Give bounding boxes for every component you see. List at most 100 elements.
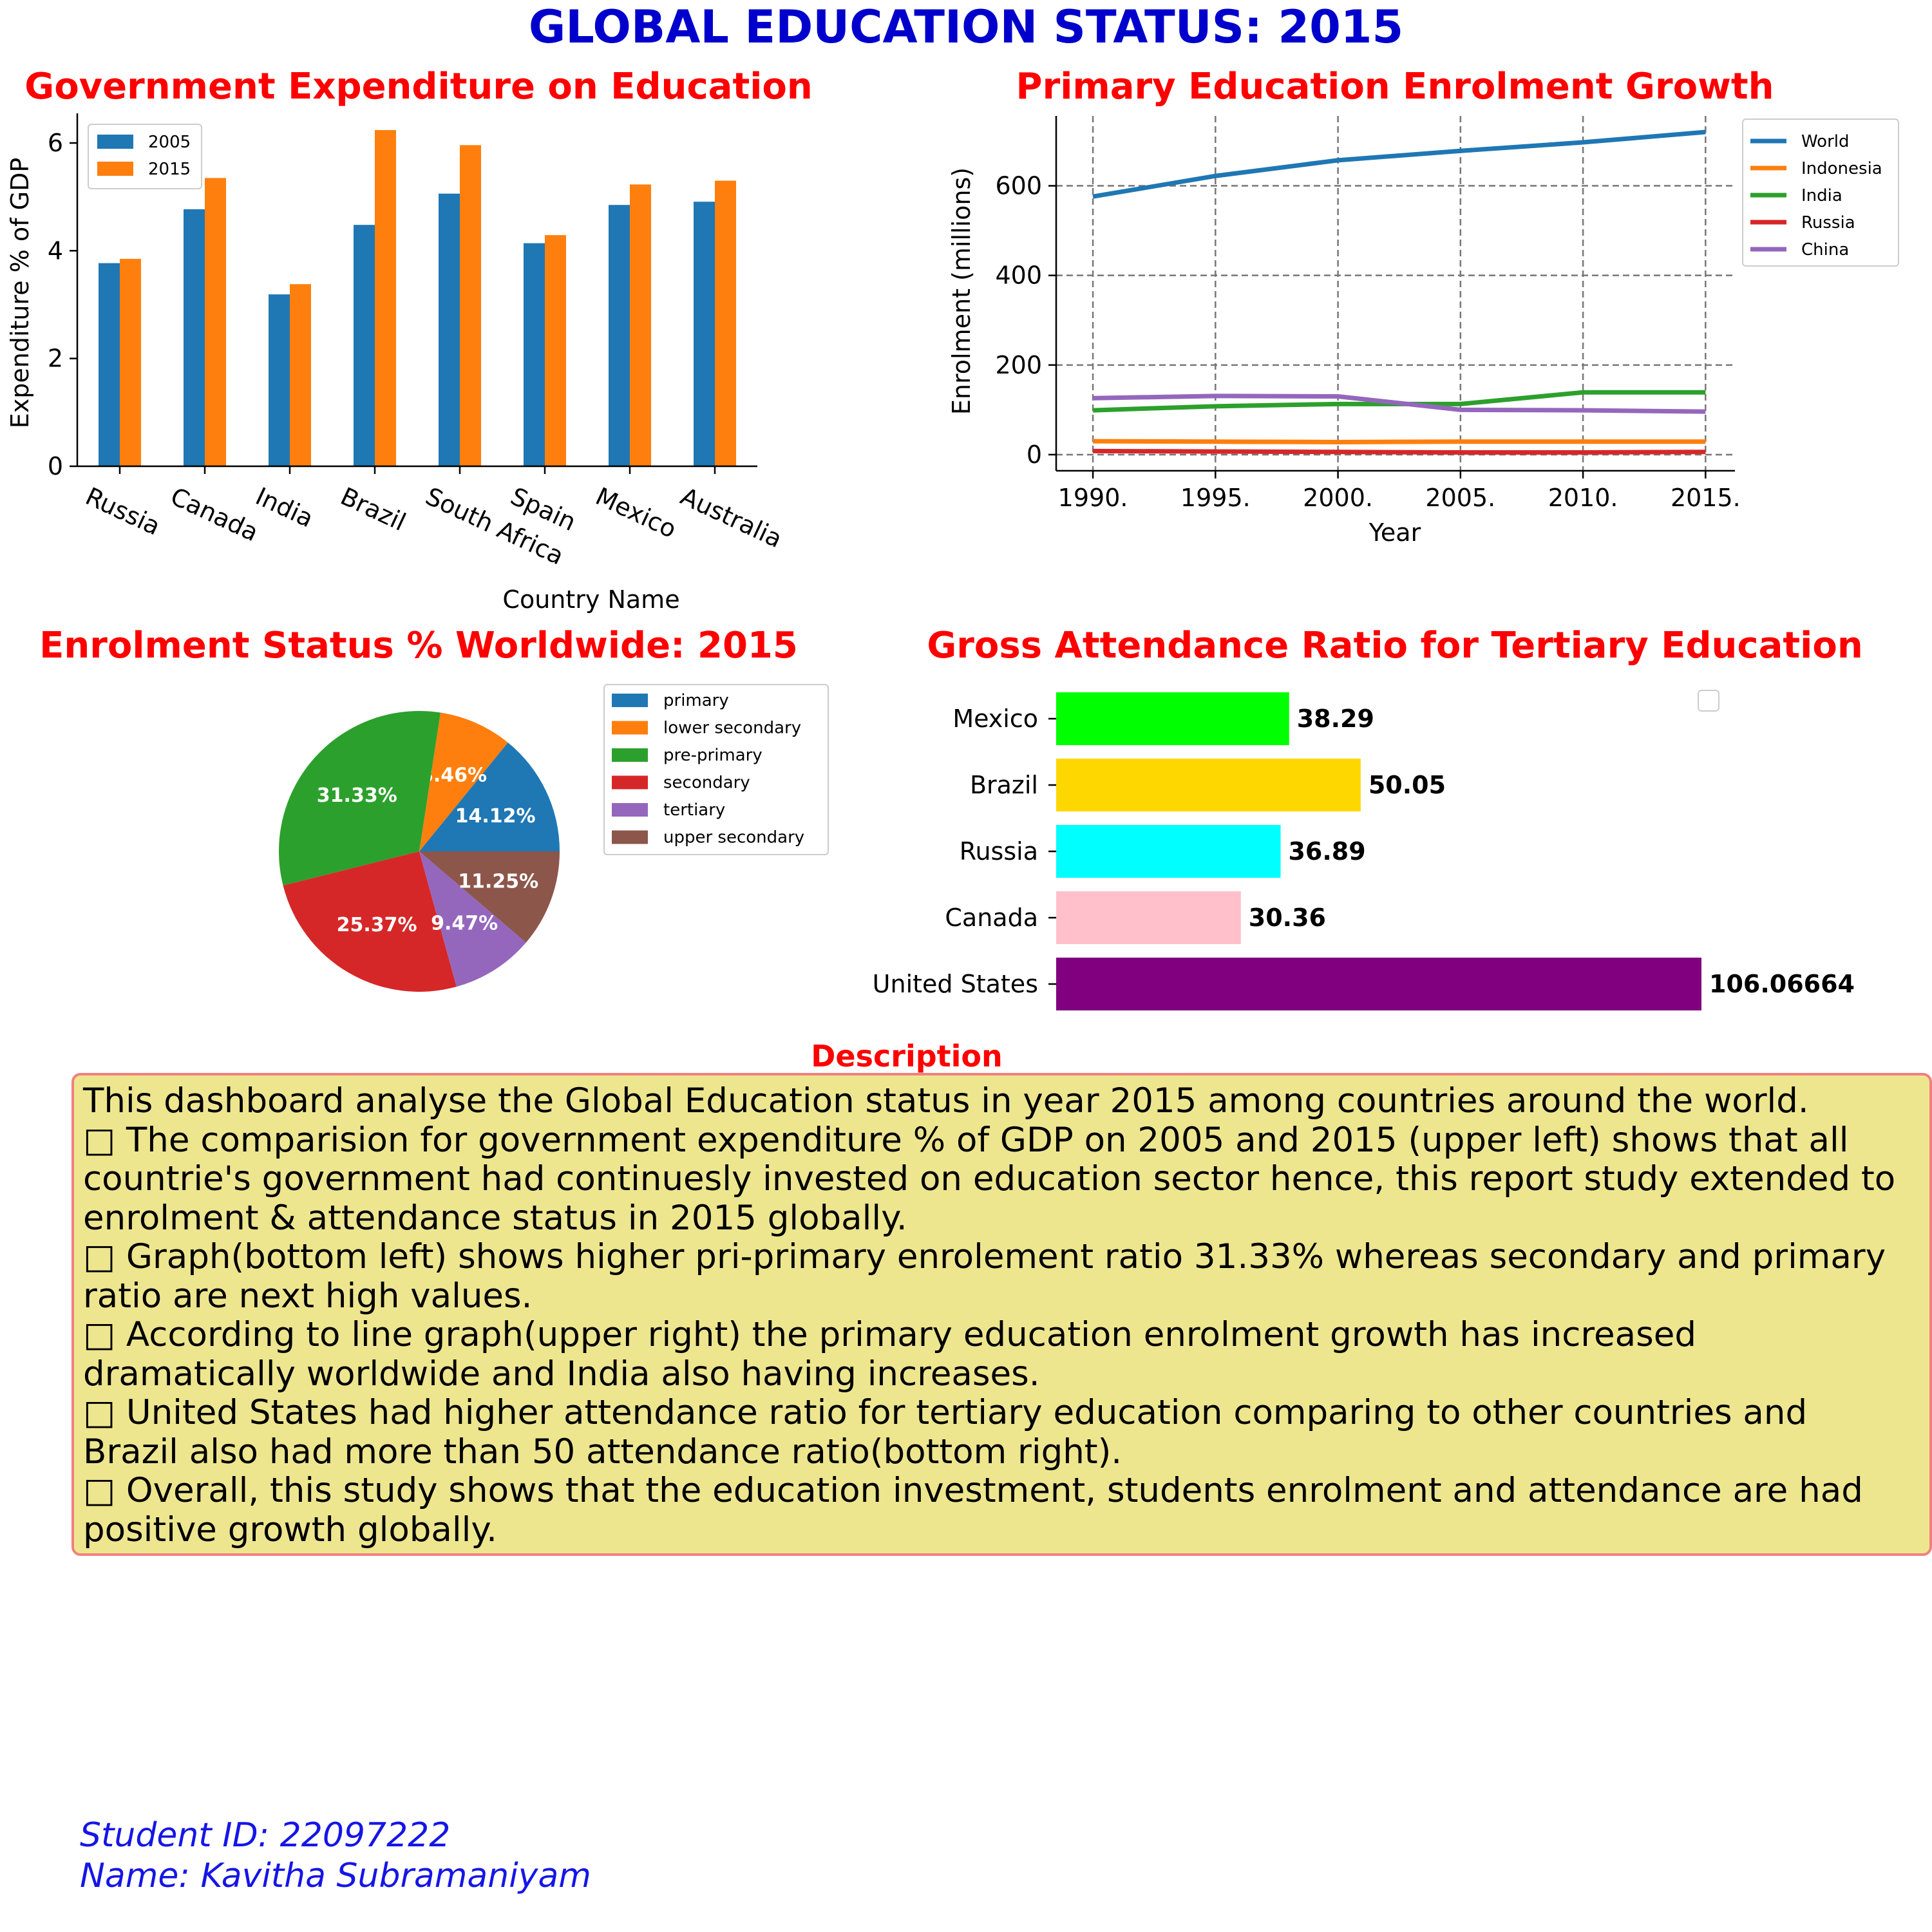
empty-legend-box [1698, 690, 1719, 712]
legend-swatch-2015 [97, 162, 133, 176]
enrolment-y-axis-label: Enrolment (millions) [947, 167, 976, 415]
y-tick-label: 2 [48, 345, 63, 373]
pie-percent-label: 14.12% [455, 805, 536, 828]
attendance-hbar-chart: Gross Attendance Ratio for Tertiary Educ… [873, 625, 1863, 1010]
description-line: □ Graph(bottom left) shows higher pri-pr… [83, 1237, 1886, 1276]
bar-spain-2005 [524, 243, 545, 466]
legend-label: pre-primary [663, 746, 762, 765]
pie-percent-label: 11.25% [458, 870, 538, 893]
bar-south-africa-2015 [460, 145, 481, 467]
legend-label: tertiary [663, 800, 725, 820]
y-tick-label: 400 [995, 261, 1042, 290]
description-line: □ The comparision for government expendi… [83, 1120, 1849, 1160]
expenditure-chart-title: Government Expenditure on Education [24, 66, 813, 108]
bar-south-africa-2005 [439, 193, 460, 466]
x-tick-label: Canada [166, 482, 263, 547]
description-line: □ Overall, this study shows that the edu… [83, 1471, 1863, 1510]
pie-legend: primary lower secondary pre-primary seconda… [603, 684, 829, 855]
enrolment-line-chart: Primary Education Enrolment Growth Year … [947, 66, 1899, 547]
x-tick-label: 2005. [1425, 484, 1495, 512]
description-line: This dashboard analyse the Global Educat… [83, 1081, 1809, 1121]
y-tick-label: Russia [960, 837, 1038, 866]
x-tick-label: 2000. [1303, 484, 1373, 512]
y-tick-label: 600 [995, 172, 1042, 200]
x-tick-label: Brazil [336, 482, 410, 536]
pie-percent-label: 9.47% [431, 912, 498, 934]
student-id: Student ID: 22097222 [80, 1816, 451, 1855]
legend-label: lower secondary [663, 719, 801, 738]
legend-label: upper secondary [663, 828, 804, 848]
description-line: positive growth globally. [83, 1510, 498, 1549]
description-heading: Description [811, 1039, 1003, 1074]
description-line: countrie's government had continuesly in… [83, 1159, 1896, 1198]
pie-percent-label: 25.37% [337, 914, 417, 936]
bar-brazil-2005 [354, 225, 375, 466]
legend-label: 2015 [148, 160, 191, 179]
pie-slice-tertiary [419, 851, 526, 987]
x-tick-label: 2010. [1548, 484, 1618, 512]
legend-swatch-secondary [612, 775, 648, 790]
dashboard-title: GLOBAL EDUCATION STATUS: 2015 [529, 1, 1403, 53]
series-line-world [1092, 129, 1706, 199]
legend-frame [603, 684, 829, 855]
bar-value-label: 30.36 [1249, 904, 1326, 932]
series-line-china [1093, 393, 1706, 414]
y-tick-label: 0 [48, 452, 63, 480]
pie-chart-title: Enrolment Status % Worldwide: 2015 [39, 625, 798, 667]
pie-slice-primary [419, 742, 560, 851]
y-tick-label: United States [873, 970, 1038, 998]
pie-slice-lower-secondary [419, 712, 508, 851]
bar-spain-2015 [545, 235, 566, 466]
bar-canada-2015 [205, 178, 226, 466]
pie-slice-pre-primary [278, 711, 441, 886]
legend-label: China [1801, 240, 1849, 260]
description-box: This dashboard analyse the Global Educat… [71, 1073, 1932, 1556]
legend-swatch-tertiary [612, 803, 648, 817]
bar-brazil-2015 [375, 129, 396, 466]
x-tick-label: Russia [81, 482, 164, 541]
bar-value-label: 50.05 [1368, 771, 1446, 799]
y-tick-label: Canada [945, 904, 1038, 932]
x-tick-label: 2015. [1671, 484, 1741, 512]
y-tick-label: 200 [995, 351, 1042, 379]
legend-label: primary [663, 691, 729, 710]
bar-value-label: 38.29 [1297, 705, 1374, 733]
description-line: □ United States had higher attendance ra… [83, 1393, 1808, 1432]
hbar-mexico [1056, 692, 1289, 745]
legend-label: Russia [1801, 213, 1855, 232]
expenditure-legend: 2005 2015 [88, 124, 202, 189]
y-tick-label: Mexico [952, 705, 1038, 733]
bar-russia-2015 [120, 258, 141, 466]
pie-percent-label: 31.33% [317, 784, 397, 807]
x-tick-label: 1995. [1180, 484, 1251, 512]
description-line: □ According to line graph(upper right) t… [83, 1315, 1696, 1354]
bar-india-2015 [290, 284, 311, 466]
bar-mexico-2015 [630, 184, 651, 466]
bar-russia-2005 [99, 263, 120, 466]
legend-label: India [1801, 186, 1842, 205]
series-line-indonesia [1093, 439, 1706, 444]
enrolment-chart-title: Primary Education Enrolment Growth [1016, 66, 1774, 108]
legend-swatch-primary [612, 694, 648, 707]
legend-swatch-upper-secondary [612, 830, 648, 844]
enrolment-x-axis-label: Year [1368, 518, 1421, 547]
x-tick-label: 1990. [1058, 484, 1128, 512]
y-tick-label: 0 [1027, 440, 1042, 469]
bar-value-label: 36.89 [1288, 837, 1365, 866]
description-line: dramatically worldwide and India also ha… [83, 1354, 1040, 1394]
bar-canada-2005 [184, 209, 205, 466]
x-tick-label: Mexico [591, 482, 681, 544]
hbar-brazil [1056, 759, 1361, 811]
legend-swatch-2005 [97, 135, 133, 149]
y-tick-label: 6 [48, 129, 63, 157]
hbar-canada [1056, 891, 1241, 944]
legend-label: Indonesia [1801, 159, 1882, 178]
enrolment-legend: World Indonesia India Russia China [1742, 118, 1899, 267]
hbar-united-states [1056, 958, 1701, 1010]
attendance-chart-title: Gross Attendance Ratio for Tertiary Educ… [927, 625, 1862, 667]
legend-label: secondary [663, 773, 750, 793]
bar-australia-2015 [715, 180, 736, 466]
bar-india-2005 [269, 294, 290, 466]
description-line: Brazil also had more than 50 attendance … [83, 1432, 1122, 1472]
enrolment-pie-chart: Enrolment Status % Worldwide: 2015 14.12… [39, 625, 829, 992]
